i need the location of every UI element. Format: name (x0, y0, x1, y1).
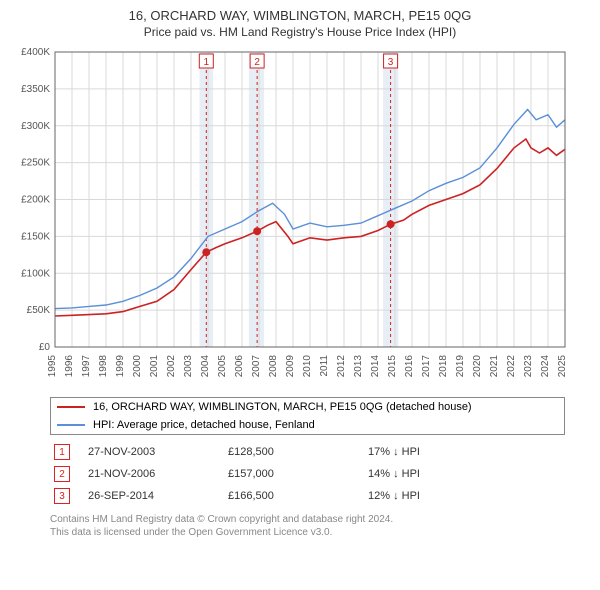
svg-text:2020: 2020 (472, 355, 483, 378)
svg-text:2010: 2010 (302, 355, 313, 378)
svg-text:£100K: £100K (21, 268, 50, 279)
legend-label-1: 16, ORCHARD WAY, WIMBLINGTON, MARCH, PE1… (93, 401, 472, 413)
svg-text:1998: 1998 (98, 355, 109, 378)
svg-text:£350K: £350K (21, 84, 50, 95)
event-marker-1: 1 (54, 444, 70, 460)
legend: 16, ORCHARD WAY, WIMBLINGTON, MARCH, PE1… (50, 397, 565, 435)
svg-text:£250K: £250K (21, 158, 50, 169)
svg-text:1: 1 (204, 57, 210, 68)
svg-text:2001: 2001 (149, 355, 160, 378)
svg-text:2: 2 (254, 57, 260, 68)
svg-text:£200K: £200K (21, 195, 50, 206)
table-row: 3 26-SEP-2014 £166,500 12% ↓ HPI (50, 485, 565, 507)
event-price: £166,500 (228, 490, 368, 502)
legend-label-2: HPI: Average price, detached house, Fenl… (93, 419, 315, 431)
svg-text:2021: 2021 (489, 355, 500, 378)
svg-text:£300K: £300K (21, 121, 50, 132)
table-row: 1 27-NOV-2003 £128,500 17% ↓ HPI (50, 441, 565, 463)
svg-text:1996: 1996 (64, 355, 75, 378)
event-diff: 17% ↓ HPI (368, 446, 508, 458)
svg-text:2003: 2003 (183, 355, 194, 378)
svg-text:2013: 2013 (353, 355, 364, 378)
event-date: 27-NOV-2003 (88, 446, 228, 458)
svg-text:3: 3 (388, 57, 394, 68)
svg-text:1997: 1997 (81, 355, 92, 378)
svg-text:2012: 2012 (336, 355, 347, 378)
svg-text:2007: 2007 (251, 355, 262, 378)
legend-item-2: HPI: Average price, detached house, Fenl… (51, 416, 564, 434)
svg-text:2024: 2024 (540, 355, 551, 378)
legend-item-1: 16, ORCHARD WAY, WIMBLINGTON, MARCH, PE1… (51, 398, 564, 416)
svg-text:1995: 1995 (47, 355, 58, 378)
events-table: 1 27-NOV-2003 £128,500 17% ↓ HPI 2 21-NO… (50, 441, 565, 507)
footer: Contains HM Land Registry data © Crown c… (50, 513, 590, 539)
chart-area: £0 £50K £100K £150K £200K £250K £300K £350K £400… (15, 47, 570, 387)
svg-text:£50K: £50K (27, 305, 51, 316)
chart-svg: £0 £50K £100K £150K £200K £250K £300K £350K £400… (15, 47, 570, 387)
event-date: 26-SEP-2014 (88, 490, 228, 502)
svg-text:2015: 2015 (387, 355, 398, 378)
svg-text:2011: 2011 (319, 355, 330, 377)
svg-text:2016: 2016 (404, 355, 415, 378)
svg-text:2019: 2019 (455, 355, 466, 378)
footer-line-2: This data is licensed under the Open Gov… (50, 526, 590, 539)
svg-text:2022: 2022 (506, 355, 517, 378)
svg-text:£400K: £400K (21, 47, 50, 58)
svg-text:2005: 2005 (217, 355, 228, 378)
svg-text:2014: 2014 (370, 355, 381, 378)
chart-subtitle: Price paid vs. HM Land Registry's House … (10, 25, 590, 39)
event-price: £157,000 (228, 468, 368, 480)
event-marker-2: 2 (54, 466, 70, 482)
svg-text:2004: 2004 (200, 355, 211, 378)
svg-text:2018: 2018 (438, 355, 449, 378)
svg-text:£150K: £150K (21, 231, 50, 242)
svg-text:2002: 2002 (166, 355, 177, 378)
event-price: £128,500 (228, 446, 368, 458)
table-row: 2 21-NOV-2006 £157,000 14% ↓ HPI (50, 463, 565, 485)
svg-text:2006: 2006 (234, 355, 245, 378)
chart-container: 16, ORCHARD WAY, WIMBLINGTON, MARCH, PE1… (0, 0, 600, 590)
svg-text:£0: £0 (39, 342, 51, 353)
svg-text:2017: 2017 (421, 355, 432, 378)
event-diff: 12% ↓ HPI (368, 490, 508, 502)
svg-text:2000: 2000 (132, 355, 143, 378)
event-marker-3: 3 (54, 488, 70, 504)
footer-line-1: Contains HM Land Registry data © Crown c… (50, 513, 590, 526)
event-diff: 14% ↓ HPI (368, 468, 508, 480)
svg-text:1999: 1999 (115, 355, 126, 378)
svg-text:2008: 2008 (268, 355, 279, 378)
legend-swatch-2 (57, 424, 85, 426)
svg-text:2009: 2009 (285, 355, 296, 378)
legend-swatch-1 (57, 406, 85, 408)
event-date: 21-NOV-2006 (88, 468, 228, 480)
svg-text:2025: 2025 (557, 355, 568, 378)
svg-text:2023: 2023 (523, 355, 534, 378)
chart-title: 16, ORCHARD WAY, WIMBLINGTON, MARCH, PE1… (10, 8, 590, 23)
